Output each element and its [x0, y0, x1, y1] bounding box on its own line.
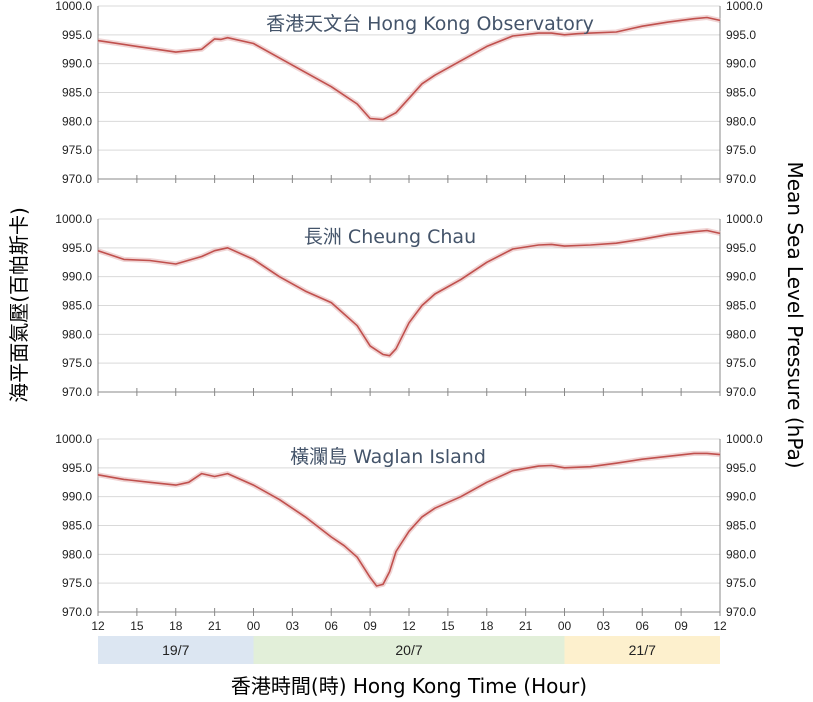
x-tick-label: 06 [325, 619, 339, 633]
y-tick-label: 980.0 [62, 327, 92, 341]
y-tick-label-right: 990.0 [726, 490, 756, 504]
y-tick-label-right: 980.0 [726, 547, 756, 561]
panel-title: 橫瀾島 Waglan Island [290, 446, 486, 468]
panel-title: 香港天文台 Hong Kong Observatory [266, 13, 594, 35]
y-tick-label-right: 985.0 [726, 299, 756, 313]
date-band [253, 636, 565, 664]
y-tick-label: 985.0 [62, 519, 92, 533]
series-line [97, 16, 721, 121]
y-tick-label: 990.0 [62, 270, 92, 284]
y-tick-label-right: 1000.0 [726, 212, 763, 226]
date-band-label: 19/7 [162, 642, 189, 658]
y-tick-label-right: 995.0 [726, 28, 756, 42]
y-tick-label-right: 980.0 [726, 114, 756, 128]
x-tick-label: 09 [363, 619, 377, 633]
y-tick-label: 975.0 [62, 143, 92, 157]
y-tick-label: 985.0 [62, 299, 92, 313]
x-tick-label: 06 [636, 619, 650, 633]
y-tick-label: 980.0 [62, 547, 92, 561]
y-tick-label-right: 1000.0 [726, 432, 763, 446]
x-tick-label: 18 [480, 619, 494, 633]
date-band [98, 636, 254, 664]
date-band-label: 20/7 [395, 642, 422, 658]
y-tick-label: 995.0 [62, 461, 92, 475]
y-tick-label: 995.0 [62, 241, 92, 255]
y-tick-label-right: 970.0 [726, 172, 756, 186]
y-tick-label-right: 970.0 [726, 385, 756, 399]
y-tick-label: 1000.0 [55, 432, 92, 446]
x-tick-label: 21 [208, 619, 222, 633]
y-tick-label: 975.0 [62, 356, 92, 370]
y-axis-title-left: 海平面氣壓(百帕斯卡) [7, 207, 31, 403]
y-tick-label-right: 985.0 [726, 519, 756, 533]
x-tick-label: 15 [130, 619, 144, 633]
x-tick-label: 15 [441, 619, 455, 633]
date-band-label: 21/7 [629, 642, 656, 658]
y-tick-label-right: 990.0 [726, 57, 756, 71]
x-tick-label: 12 [91, 619, 105, 633]
y-tick-label-right: 990.0 [726, 270, 756, 284]
x-tick-label: 00 [558, 619, 572, 633]
x-tick-label: 00 [247, 619, 261, 633]
y-tick-label: 970.0 [62, 172, 92, 186]
y-tick-label-right: 995.0 [726, 241, 756, 255]
x-tick-label: 03 [597, 619, 611, 633]
y-tick-label: 985.0 [62, 86, 92, 100]
y-tick-label: 1000.0 [55, 212, 92, 226]
panel-title: 長洲 Cheung Chau [304, 226, 476, 248]
y-tick-label-right: 995.0 [726, 461, 756, 475]
y-tick-label-right: 970.0 [726, 605, 756, 619]
y-tick-label: 980.0 [62, 114, 92, 128]
x-tick-label: 21 [519, 619, 533, 633]
series-line [97, 229, 721, 357]
series-line-shadow [97, 450, 721, 589]
y-tick-label: 975.0 [62, 576, 92, 590]
y-tick-label: 995.0 [62, 28, 92, 42]
y-tick-label-right: 975.0 [726, 143, 756, 157]
y-tick-label: 1000.0 [55, 0, 92, 13]
y-tick-label: 990.0 [62, 57, 92, 71]
y-tick-label-right: 975.0 [726, 576, 756, 590]
y-tick-label: 990.0 [62, 490, 92, 504]
x-axis-title: 香港時間(時) Hong Kong Time (Hour) [231, 674, 587, 698]
x-tick-label: 09 [674, 619, 688, 633]
y-axis-title-right: Mean Sea Level Pressure (hPa) [783, 161, 807, 468]
x-tick-label: 12 [713, 619, 727, 633]
y-tick-label-right: 1000.0 [726, 0, 763, 13]
date-band [564, 636, 720, 664]
series-line [97, 452, 721, 587]
x-tick-label: 12 [402, 619, 416, 633]
x-tick-label: 03 [286, 619, 300, 633]
y-tick-label-right: 985.0 [726, 86, 756, 100]
series-line-shadow [97, 228, 721, 359]
y-tick-label-right: 975.0 [726, 356, 756, 370]
x-tick-label: 18 [169, 619, 183, 633]
y-tick-label-right: 980.0 [726, 327, 756, 341]
y-tick-label: 970.0 [62, 605, 92, 619]
y-tick-label: 970.0 [62, 385, 92, 399]
